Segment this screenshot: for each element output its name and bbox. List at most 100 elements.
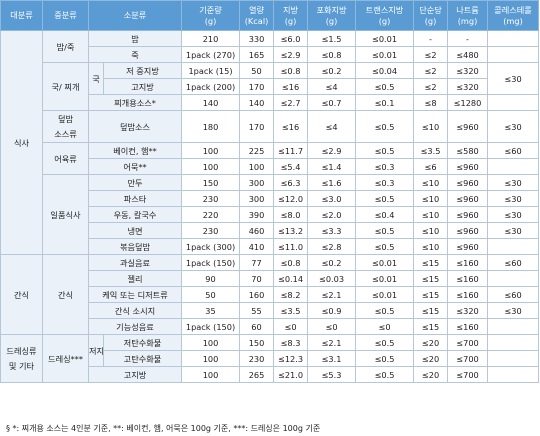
- cell-sat-fat: ≤3.1: [307, 350, 357, 367]
- cell-kcal: 60: [239, 318, 275, 335]
- category-sub: 고지방: [87, 366, 183, 383]
- cell-sugar: ≤2: [413, 46, 449, 63]
- cell-sugar: ≤2: [413, 78, 449, 95]
- cell-sat-fat: ≤0.2: [307, 62, 357, 79]
- table-row: 파스타 230 300 ≤12.0 ≤3.0 ≤0.5 ≤10 ≤960 ≤30: [1, 190, 540, 207]
- cell-fat: ≤3.5: [273, 302, 309, 319]
- cell-cholesterol: [487, 30, 540, 47]
- cell-fat: ≤0.8: [273, 254, 309, 271]
- category-mid: 간식: [42, 254, 89, 335]
- cell-sodium: ≤320: [447, 78, 489, 95]
- category-sub: 덮밥소스: [87, 110, 183, 143]
- table-row: 우동, 칼국수 220 390 ≤8.0 ≤2.0 ≤0.4 ≤10 ≤960 …: [1, 206, 540, 223]
- category-sub: 과실음료: [87, 254, 183, 271]
- cell-sodium: ≤160: [447, 318, 489, 335]
- header-cell: 단순당 (g): [413, 0, 449, 31]
- category-major: 간식: [0, 254, 43, 335]
- cell-cholesterol: [487, 366, 540, 383]
- cell-trans-fat: ≤0.5: [355, 238, 415, 255]
- cell-sugar: ≤20: [413, 366, 449, 383]
- table-body: 식사 밥/죽 밥 210 330 ≤6.0 ≤1.5 ≤0.01 - - 죽 1…: [0, 30, 540, 383]
- cell-trans-fat: ≤0.5: [355, 334, 415, 351]
- cell-cholesterol: [487, 350, 540, 367]
- cell-kcal: 150: [239, 334, 275, 351]
- cell-cholesterol: ≤30: [487, 302, 540, 319]
- category-sub: 냉면: [87, 222, 183, 239]
- cell-fat: ≤12.3: [273, 350, 309, 367]
- table-row: 간식 소시지 35 55 ≤3.5 ≤0.9 ≤0.5 ≤15 ≤320 ≤30: [1, 302, 540, 319]
- cell-sugar: ≤15: [413, 318, 449, 335]
- cell-sugar: ≤15: [413, 302, 449, 319]
- category-mid: 일품식사: [42, 174, 89, 255]
- cell-sodium: ≤320: [447, 62, 489, 79]
- category-sub: 볶음덮밥: [87, 238, 183, 255]
- cell-kcal: 50: [239, 62, 275, 79]
- cell-cholesterol: ≤30: [487, 206, 540, 223]
- cell-sugar: ≤15: [413, 270, 449, 287]
- cell-trans-fat: ≤0.01: [355, 254, 415, 271]
- category-sub: 기능성음료: [87, 318, 183, 335]
- cell-amount: 230: [181, 190, 241, 207]
- cell-kcal: 140: [239, 94, 275, 111]
- cell-sodium: ≤160: [447, 254, 489, 271]
- table-row: 간식 간식 과실음료 1pack (150) 77 ≤0.8 ≤0.2 ≤0.0…: [0, 254, 540, 335]
- cell-cholesterol: ≤30: [487, 190, 540, 207]
- cell-sat-fat: ≤5.3: [307, 366, 357, 383]
- category-sub: 저탄수화물: [102, 334, 183, 351]
- cell-fat: ≤8.0: [273, 206, 309, 223]
- cell-sodium: ≤960: [447, 158, 489, 175]
- cell-amount: 140: [181, 94, 241, 111]
- category-mid: 밥/죽: [42, 30, 89, 63]
- category-mid: 덮밥 소스류: [42, 110, 89, 143]
- category-sub: 죽: [87, 46, 183, 63]
- cell-fat: ≤0.8: [273, 62, 309, 79]
- cell-sodium: ≤160: [447, 270, 489, 287]
- cell-sat-fat: ≤0.2: [307, 254, 357, 271]
- header-cell: 트랜스지방 (g): [355, 0, 415, 31]
- cell-kcal: 265: [239, 366, 275, 383]
- cell-kcal: 165: [239, 46, 275, 63]
- cell-sodium: ≤700: [447, 366, 489, 383]
- category-sub: 밥: [87, 30, 183, 47]
- cell-sodium: ≤320: [447, 302, 489, 319]
- header-cell: 지방 (g): [273, 0, 309, 31]
- header-cell: 열량 (Kcal): [239, 0, 275, 31]
- table-row: 젤리 90 70 ≤0.14 ≤0.03 ≤0.01 ≤15 ≤160: [1, 270, 540, 287]
- cell-amount: 230: [181, 222, 241, 239]
- cell-fat: ≤2.7: [273, 94, 309, 111]
- cell-sugar: ≤20: [413, 350, 449, 367]
- cell-sat-fat: ≤3.3: [307, 222, 357, 239]
- cell-kcal: 70: [239, 270, 275, 287]
- cell-kcal: 390: [239, 206, 275, 223]
- cell-fat: ≤16: [273, 78, 309, 95]
- header-cell: 포화지방 (g): [307, 0, 357, 31]
- nutrition-table: 대분류 중분류 소분류 기준량 (g) 열량 (Kcal) 지방 (g) 포화지방 (g…: [0, 0, 540, 383]
- category-sub: 어묵**: [87, 158, 183, 175]
- category-sub-group: 국: [88, 62, 104, 95]
- cell-cholesterol: ≤60: [487, 142, 540, 159]
- cell-fat: ≤12.0: [273, 190, 309, 207]
- cell-sugar: ≤15: [413, 254, 449, 271]
- cell-sat-fat: ≤0.7: [307, 94, 357, 111]
- cell-trans-fat: ≤0.01: [355, 30, 415, 47]
- category-sub: 찌개용소스*: [87, 94, 183, 111]
- cell-cholesterol: [487, 334, 540, 351]
- table-row: 고지방 1pack (200) 170 ≤16 ≤4 ≤0.5 ≤2 ≤320: [1, 78, 539, 95]
- cell-amount: 1pack (270): [181, 46, 241, 63]
- cell-sugar: ≤10: [413, 110, 449, 143]
- cell-sugar: ≤8: [413, 94, 449, 111]
- header-cell: 대분류: [0, 0, 43, 31]
- cell-amount: 1pack (300): [181, 238, 241, 255]
- cell-sodium: ≤700: [447, 334, 489, 351]
- cell-amount: 1pack (15): [181, 62, 241, 79]
- category-sub: 고탄수화물: [102, 350, 183, 367]
- table-row: 국/ 찌개 국 저 중지방 1pack (15) 50 ≤0.8 ≤0.2 ≤0…: [1, 62, 540, 111]
- cell-sodium: ≤1280: [447, 94, 489, 111]
- category-sub-group: 저지방: [88, 334, 104, 367]
- header-cell: 기준량 (g): [181, 0, 241, 31]
- cell-sat-fat: ≤0.9: [307, 302, 357, 319]
- cell-trans-fat: ≤0.01: [355, 286, 415, 303]
- cell-fat: ≤13.2: [273, 222, 309, 239]
- cell-kcal: 300: [239, 174, 275, 191]
- cell-fat: ≤21.0: [273, 366, 309, 383]
